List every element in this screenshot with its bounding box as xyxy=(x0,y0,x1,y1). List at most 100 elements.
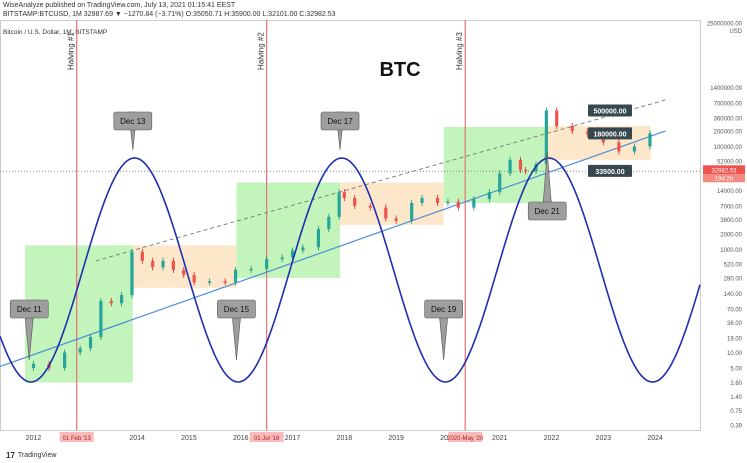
plot-frame xyxy=(0,20,701,431)
candle-body xyxy=(410,202,414,221)
current-price-text: 32982.53 xyxy=(711,168,737,174)
candle-body xyxy=(265,259,269,269)
price-label-box xyxy=(588,104,632,117)
x-tick-label: 2020 xyxy=(440,435,456,442)
candle-body xyxy=(544,110,548,165)
y-axis-currency: USD xyxy=(729,29,742,35)
price-label-text: 33500.00 xyxy=(595,169,624,176)
callout-pointer xyxy=(439,317,448,361)
countdown-tag xyxy=(703,174,745,183)
price-label-box xyxy=(588,164,632,177)
y-tick-label: 52000.00 xyxy=(717,160,743,166)
candle-body xyxy=(280,257,284,260)
candle-body xyxy=(353,197,357,206)
x-tick-label: 2015 xyxy=(181,435,197,442)
candle-body xyxy=(384,207,388,219)
candle-body xyxy=(555,110,559,126)
y-tick-label: 70.00 xyxy=(727,307,743,313)
halving-date-text: 01 Jul '16 xyxy=(254,436,280,442)
callout-pointer xyxy=(232,317,241,361)
y-tick-label: 3800.00 xyxy=(720,218,742,224)
callout-box xyxy=(217,299,256,319)
halving-date-text: 01 Feb '13 xyxy=(63,436,92,442)
candle-body xyxy=(368,205,372,208)
tradingview-logo-text: TradingView xyxy=(17,452,57,459)
y-tick-label: 280.00 xyxy=(724,276,743,282)
candle-body xyxy=(171,260,175,270)
candle-body xyxy=(301,247,305,251)
candle-body xyxy=(109,300,113,304)
x-tick-label: 2022 xyxy=(544,435,560,442)
candle-body xyxy=(508,159,512,174)
candle-body xyxy=(182,269,186,275)
candle-body xyxy=(498,173,502,193)
candle-body xyxy=(151,260,155,268)
y-tick-label: 5.00 xyxy=(730,366,742,372)
candle-body xyxy=(290,250,295,258)
y-tick-label: 0.75 xyxy=(730,409,742,415)
candle-body xyxy=(161,260,165,268)
candle-body xyxy=(130,251,134,296)
callout-dec-21: Dec 21 xyxy=(527,151,567,221)
callout-dec-11: Dec 11 xyxy=(9,299,49,361)
y-tick-label: 19.00 xyxy=(727,337,743,343)
halving-date-tag xyxy=(249,432,284,442)
candle-body xyxy=(446,201,450,204)
price-label-box xyxy=(588,127,632,140)
y-tick-label: 14000.00 xyxy=(717,189,743,195)
chart-title: BTC xyxy=(379,59,420,81)
y-tick-label: 7000.00 xyxy=(720,204,742,210)
header-line2: BITSTAMP:BTCUSD, 1M 32987.69 ▼ −1270.84 … xyxy=(3,11,336,18)
y-axis: 25000000.00 1400000.00 700000.00 360000.00 2… xyxy=(707,22,743,430)
halving-label-2: Halving #2 xyxy=(257,32,266,70)
header-line3: Bitcoin / U.S. Dollar, 1M, BITSTAMP xyxy=(3,29,108,36)
y-tick-label: 1000.00 xyxy=(720,248,742,254)
candle-body xyxy=(140,251,144,261)
callout-box xyxy=(113,111,153,131)
y-tick-label: 25000000.00 xyxy=(707,22,743,28)
candle-body xyxy=(570,125,574,131)
header-line1: WiseAnalyze published on TradingView.com… xyxy=(3,2,236,9)
x-tick-label: 2024 xyxy=(647,435,663,442)
candle-body xyxy=(63,352,67,368)
price-label-3: 33500.00 xyxy=(588,164,632,177)
callout-label: Dec 13 xyxy=(120,117,146,126)
candle-body xyxy=(524,169,528,172)
x-tick-label: 2021 xyxy=(492,435,508,442)
candle-body xyxy=(394,218,398,221)
candle-body xyxy=(435,197,440,203)
y-tick-label: 360000.00 xyxy=(714,116,743,122)
candle-body xyxy=(518,159,523,170)
x-tick-label: 2016 xyxy=(233,435,249,442)
green-box-3 xyxy=(443,126,548,203)
candle-body xyxy=(586,130,590,135)
candle-body xyxy=(487,192,491,200)
callout-box xyxy=(320,111,360,131)
halving-date-text: 2020-May '20 xyxy=(447,436,484,442)
y-tick-label: 2.60 xyxy=(730,381,742,387)
y-tick-label: 200000.00 xyxy=(714,129,743,135)
y-tick-label: 2000.00 xyxy=(720,232,742,238)
x-axis: 2012201320142015201620172018201920202021… xyxy=(26,435,663,442)
y-tick-label: 140.00 xyxy=(724,292,743,298)
y-tick-label: 1400000.00 xyxy=(710,86,742,92)
callout-label: Dec 15 xyxy=(224,305,250,314)
callout-label: Dec 21 xyxy=(535,207,561,216)
callout-dec-15: Dec 15 xyxy=(217,299,256,361)
tradingview-logo: 17 TradingView xyxy=(6,451,56,460)
candle-body xyxy=(223,281,227,283)
countdown-text: 19d 2h xyxy=(715,176,733,182)
candle-body xyxy=(472,199,476,208)
callout-box xyxy=(424,299,463,319)
x-tick-label: 2018 xyxy=(337,435,353,442)
x-tick-label: 2019 xyxy=(388,435,404,442)
upper-trend-dashed-line xyxy=(95,99,666,262)
candle-body xyxy=(456,201,460,208)
x-tick-label: 2012 xyxy=(26,435,42,442)
halving-date-tag xyxy=(448,432,483,442)
candle-body xyxy=(99,300,103,337)
candle-body xyxy=(192,274,196,283)
halving-label-1: Halving #1 xyxy=(67,32,76,70)
green-box-2 xyxy=(236,182,341,278)
